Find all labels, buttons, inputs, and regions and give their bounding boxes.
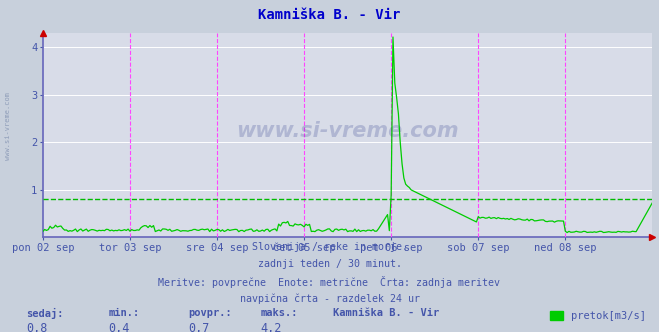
Text: zadnji teden / 30 minut.: zadnji teden / 30 minut. bbox=[258, 259, 401, 269]
Text: min.:: min.: bbox=[109, 308, 140, 318]
Text: 0,7: 0,7 bbox=[188, 322, 209, 332]
Text: Kamniška B. - Vir: Kamniška B. - Vir bbox=[333, 308, 439, 318]
Text: maks.:: maks.: bbox=[260, 308, 298, 318]
Text: Slovenija / reke in morje.: Slovenija / reke in morje. bbox=[252, 242, 407, 252]
Legend: pretok[m3/s]: pretok[m3/s] bbox=[546, 306, 650, 325]
Text: www.si-vreme.com: www.si-vreme.com bbox=[5, 92, 11, 160]
Text: 4,2: 4,2 bbox=[260, 322, 281, 332]
Text: Kamniška B. - Vir: Kamniška B. - Vir bbox=[258, 8, 401, 22]
Text: 0,4: 0,4 bbox=[109, 322, 130, 332]
Text: navpična črta - razdelek 24 ur: navpična črta - razdelek 24 ur bbox=[239, 293, 420, 304]
Text: 0,8: 0,8 bbox=[26, 322, 47, 332]
Text: sedaj:: sedaj: bbox=[26, 308, 64, 319]
Text: www.si-vreme.com: www.si-vreme.com bbox=[237, 121, 459, 141]
Text: povpr.:: povpr.: bbox=[188, 308, 231, 318]
Text: Meritve: povprečne  Enote: metrične  Črta: zadnja meritev: Meritve: povprečne Enote: metrične Črta:… bbox=[159, 276, 500, 288]
